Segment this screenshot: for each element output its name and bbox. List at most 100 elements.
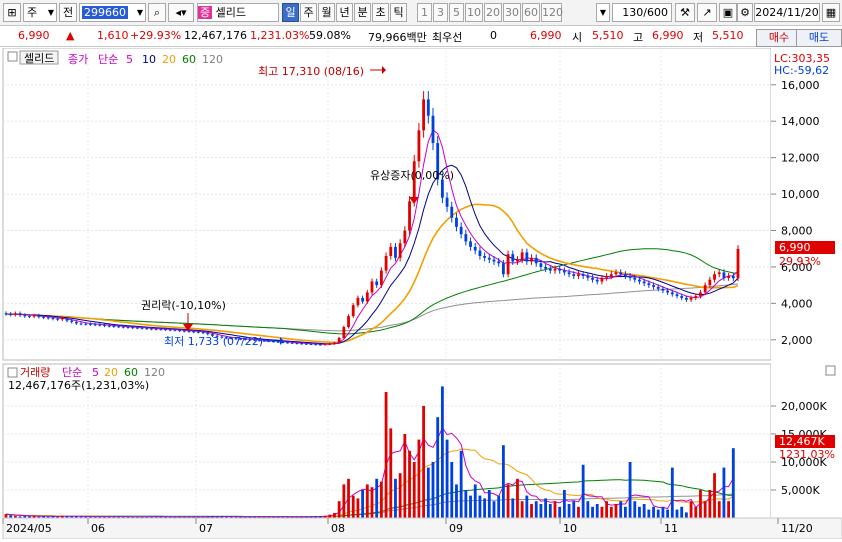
speaker-icon[interactable]: ◂▾	[168, 3, 194, 22]
volume-bar	[309, 516, 313, 518]
interval-tab-20[interactable]: 20	[484, 3, 502, 22]
panel-close-icon[interactable]	[825, 365, 836, 376]
stock-code-input[interactable]: 299660 ▼	[79, 3, 146, 22]
layout-icon[interactable]: ⊞	[3, 3, 21, 22]
volume-bar	[417, 439, 421, 518]
legend-ma10: 10	[142, 53, 156, 66]
volume-bar	[248, 516, 252, 518]
candle	[262, 340, 266, 342]
volume-bar	[300, 516, 304, 518]
interval-tab-3[interactable]: 3	[433, 3, 448, 22]
date-label: 09	[449, 522, 463, 535]
last-pct-label: 29.93%	[779, 255, 821, 268]
volume-bar	[347, 478, 350, 518]
period-tab-3[interactable]: 년	[336, 3, 353, 22]
candle	[74, 321, 78, 324]
volume-bar	[525, 495, 529, 518]
chart-tab[interactable]	[19, 50, 59, 65]
panel-menu-icon[interactable]	[7, 51, 18, 62]
candle	[656, 286, 660, 289]
volume-bar	[196, 516, 200, 518]
market-select[interactable]: 주 ▼	[23, 3, 57, 22]
volume-bar	[609, 506, 613, 518]
volume-bar	[539, 504, 543, 518]
interval-tab-1[interactable]: 1	[417, 3, 432, 22]
candle	[403, 230, 407, 244]
period-tab-6[interactable]: 틱	[390, 3, 407, 22]
volume-bar	[619, 501, 623, 518]
candle	[229, 337, 233, 339]
date-label: 11/20	[781, 522, 813, 535]
volume-bar	[591, 506, 594, 518]
hc-value: HC:-59,62	[774, 64, 829, 77]
save-icon[interactable]: ▣	[719, 3, 737, 22]
candle	[445, 197, 449, 207]
interval-tab-10[interactable]: 10	[465, 3, 483, 22]
candle	[18, 313, 22, 316]
volume-bar	[516, 478, 519, 518]
period-tab-0[interactable]: 일	[282, 3, 299, 22]
up-arrow-icon: ▲	[66, 29, 75, 42]
period-tab-2[interactable]: 월	[318, 3, 335, 22]
interval-tab-60[interactable]: 60	[522, 3, 540, 22]
candle	[248, 339, 252, 341]
arrow-right-icon	[382, 66, 386, 74]
date-field[interactable]: 2024/11/20	[754, 3, 820, 22]
pref-label: 최우선	[432, 31, 463, 44]
candle	[347, 316, 350, 328]
candle	[201, 332, 205, 334]
candle	[42, 316, 45, 318]
draw-icon[interactable]: ↗	[697, 3, 717, 22]
candle	[342, 327, 346, 338]
volume-bar	[351, 495, 355, 518]
search-icon[interactable]: ⌕	[148, 3, 166, 22]
volume-bar	[440, 386, 444, 518]
volume-bar	[28, 516, 31, 518]
calendar-icon[interactable]: ▦	[822, 3, 840, 22]
candle	[431, 115, 435, 144]
candle	[422, 99, 426, 131]
interval-tab-30[interactable]: 30	[503, 3, 521, 22]
count-field[interactable]: 130/600	[612, 3, 672, 22]
volume-bar	[572, 501, 576, 518]
candle	[492, 259, 496, 262]
candle	[459, 226, 463, 235]
chevron-down-icon[interactable]: ▼	[596, 3, 610, 22]
period-tab-5[interactable]: 초	[372, 3, 389, 22]
interval-tab-120[interactable]: 120	[541, 3, 563, 22]
volume-bar	[370, 487, 374, 518]
volume-bar	[295, 516, 299, 518]
gear-icon[interactable]: ⚙	[737, 3, 753, 22]
candle	[684, 297, 688, 300]
candle	[234, 338, 238, 340]
volume-bar	[361, 490, 365, 518]
candle	[309, 343, 313, 345]
period-tab-1[interactable]: 주	[300, 3, 317, 22]
candle	[727, 276, 731, 278]
candlestick-chart[interactable]: 2,000 4,000 6,000 8,000 10,000 12,000 14,000 16…	[0, 47, 842, 540]
candle	[384, 256, 388, 271]
candle	[272, 341, 275, 343]
prev-button[interactable]: 전	[59, 3, 77, 22]
volume-bar	[600, 506, 604, 518]
volume-bar	[694, 506, 698, 518]
trade-amount: 79,966백만	[368, 31, 427, 44]
sell-button[interactable]: 매도	[796, 29, 842, 47]
candle	[60, 318, 64, 320]
stock-name: 셀리드	[215, 6, 246, 19]
stock-name-field[interactable]: 증 셀리드	[197, 3, 279, 22]
panel-menu-icon[interactable]	[7, 367, 18, 378]
volume-bar	[379, 481, 383, 518]
interval-tab-5[interactable]: 5	[449, 3, 464, 22]
tools-icon[interactable]: ⚒	[675, 3, 695, 22]
candle	[121, 326, 125, 328]
volume-bar	[333, 512, 336, 518]
volume-bar	[318, 516, 322, 518]
chart-area[interactable]: 2,000 4,000 6,000 8,000 10,000 12,000 14,000 16…	[0, 47, 842, 540]
period-tab-4[interactable]: 분	[354, 3, 371, 22]
volume-bar	[675, 509, 679, 518]
price-tick-label: 10,000	[781, 188, 820, 201]
price-tick-label: 8,000	[781, 225, 813, 238]
volume-tick-label: 5,000K	[781, 484, 820, 497]
candle	[286, 342, 289, 344]
